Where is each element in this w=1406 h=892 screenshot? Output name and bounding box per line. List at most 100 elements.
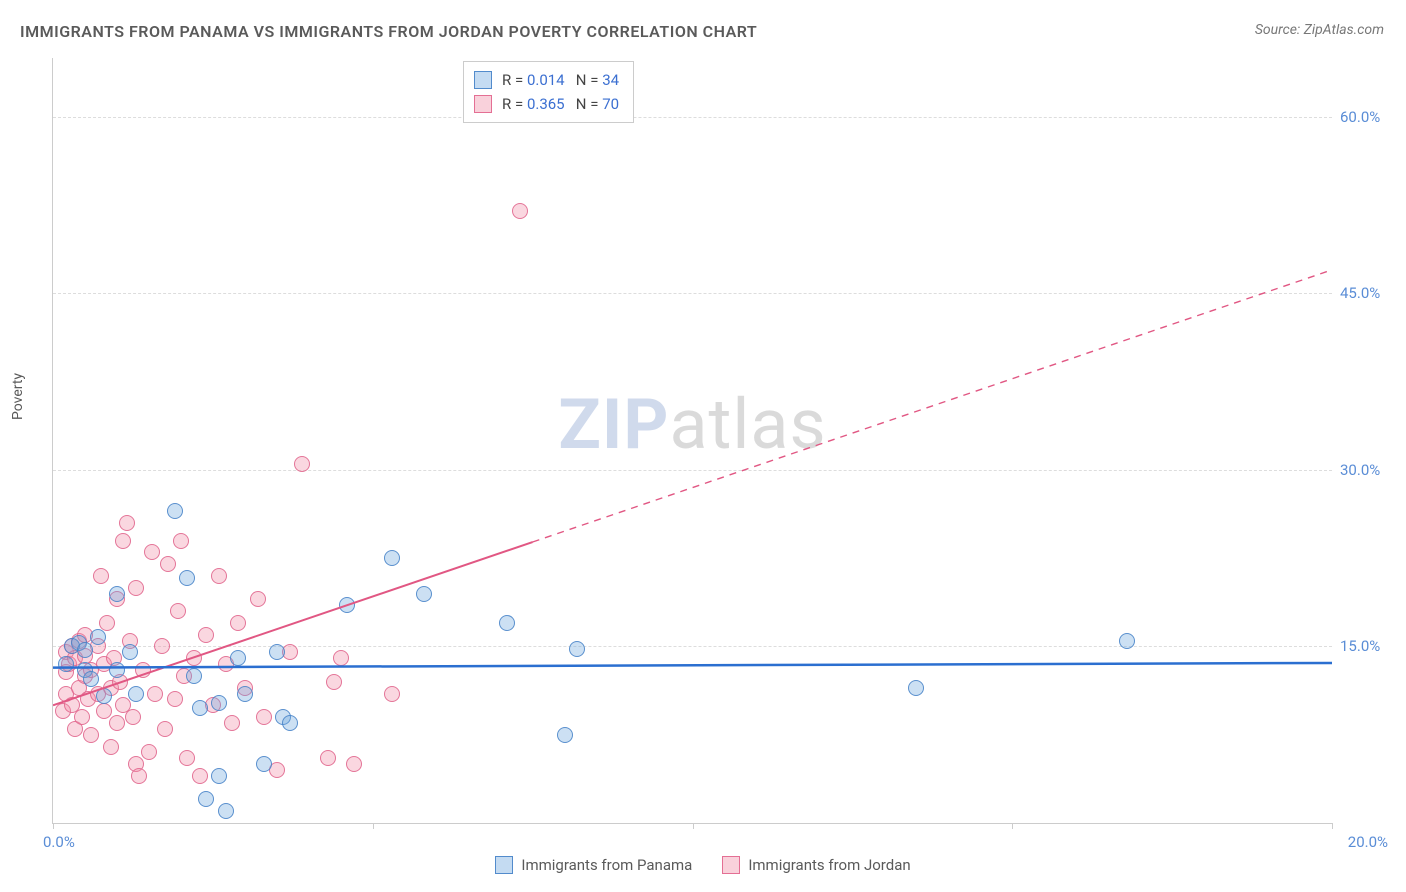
data-point-panama bbox=[256, 756, 272, 772]
data-point-jordan bbox=[198, 627, 214, 643]
gridline bbox=[53, 293, 1332, 294]
data-point-jordan bbox=[119, 515, 135, 531]
gridline bbox=[53, 470, 1332, 471]
stats-row-jordan: R = 0.365 N = 70 bbox=[474, 92, 619, 116]
data-point-jordan bbox=[192, 768, 208, 784]
watermark-zip: ZIP bbox=[558, 384, 669, 466]
data-point-panama bbox=[237, 686, 253, 702]
x-tick-label-min: 0.0% bbox=[43, 833, 75, 851]
y-tick-label: 15.0% bbox=[1340, 637, 1390, 655]
n-value-panama: 34 bbox=[602, 71, 619, 89]
x-tick bbox=[1012, 823, 1013, 829]
swatch-panama-icon bbox=[495, 856, 513, 874]
gridline bbox=[53, 117, 1332, 118]
data-point-jordan bbox=[128, 580, 144, 596]
swatch-jordan-icon bbox=[722, 856, 740, 874]
swatch-jordan-icon bbox=[474, 95, 492, 113]
data-point-jordan bbox=[250, 591, 266, 607]
data-point-jordan bbox=[230, 615, 246, 631]
data-point-jordan bbox=[83, 727, 99, 743]
data-point-panama bbox=[211, 695, 227, 711]
data-point-panama bbox=[109, 662, 125, 678]
trendline-dashed bbox=[533, 270, 1332, 542]
data-point-jordan bbox=[125, 709, 141, 725]
data-point-jordan bbox=[333, 650, 349, 666]
data-point-jordan bbox=[131, 768, 147, 784]
data-point-jordan bbox=[99, 615, 115, 631]
data-point-panama bbox=[339, 597, 355, 613]
data-point-jordan bbox=[346, 756, 362, 772]
data-point-panama bbox=[1119, 633, 1135, 649]
x-tick bbox=[53, 823, 54, 829]
chart-title: IMMIGRANTS FROM PANAMA VS IMMIGRANTS FRO… bbox=[20, 22, 757, 41]
x-tick-label-max: 20.0% bbox=[1348, 833, 1388, 851]
data-point-panama bbox=[218, 803, 234, 819]
legend-item-jordan: Immigrants from Jordan bbox=[722, 856, 910, 874]
data-point-panama bbox=[186, 668, 202, 684]
data-point-panama bbox=[230, 650, 246, 666]
data-point-panama bbox=[128, 686, 144, 702]
y-tick-label: 30.0% bbox=[1340, 461, 1390, 479]
watermark: ZIPatlas bbox=[558, 384, 826, 466]
data-point-jordan bbox=[93, 568, 109, 584]
watermark-atlas: atlas bbox=[669, 384, 826, 466]
data-point-panama bbox=[198, 791, 214, 807]
data-point-jordan bbox=[147, 686, 163, 702]
n-label: N = bbox=[576, 71, 599, 89]
r-value-panama: 0.014 bbox=[527, 71, 565, 89]
data-point-panama bbox=[122, 644, 138, 660]
chart-container: IMMIGRANTS FROM PANAMA VS IMMIGRANTS FRO… bbox=[0, 0, 1406, 892]
data-point-jordan bbox=[179, 750, 195, 766]
data-point-panama bbox=[179, 570, 195, 586]
data-point-panama bbox=[569, 641, 585, 657]
data-point-jordan bbox=[103, 739, 119, 755]
data-point-panama bbox=[557, 727, 573, 743]
data-point-jordan bbox=[512, 203, 528, 219]
data-point-jordan bbox=[326, 674, 342, 690]
data-point-panama bbox=[416, 586, 432, 602]
data-point-jordan bbox=[173, 533, 189, 549]
data-point-jordan bbox=[157, 721, 173, 737]
x-tick bbox=[693, 823, 694, 829]
y-axis-label: Poverty bbox=[10, 373, 26, 420]
swatch-panama-icon bbox=[474, 71, 492, 89]
r-label: R = bbox=[502, 71, 523, 89]
gridline bbox=[53, 646, 1332, 647]
stats-row-panama: R = 0.014 N = 34 bbox=[474, 68, 619, 92]
n-label: N = bbox=[576, 95, 599, 113]
r-label: R = bbox=[502, 95, 523, 113]
data-point-jordan bbox=[74, 709, 90, 725]
n-value-jordan: 70 bbox=[602, 95, 619, 113]
data-point-jordan bbox=[224, 715, 240, 731]
data-point-panama bbox=[282, 715, 298, 731]
x-tick bbox=[373, 823, 374, 829]
data-point-jordan bbox=[144, 544, 160, 560]
data-point-jordan bbox=[154, 638, 170, 654]
data-point-jordan bbox=[170, 603, 186, 619]
data-point-jordan bbox=[96, 703, 112, 719]
data-point-panama bbox=[192, 700, 208, 716]
legend-item-panama: Immigrants from Panama bbox=[495, 856, 692, 874]
data-point-panama bbox=[908, 680, 924, 696]
x-tick bbox=[1332, 823, 1333, 829]
data-point-panama bbox=[58, 656, 74, 672]
data-point-panama bbox=[211, 768, 227, 784]
trendlines-svg bbox=[53, 58, 1332, 823]
data-point-jordan bbox=[211, 568, 227, 584]
data-point-panama bbox=[109, 586, 125, 602]
data-point-jordan bbox=[186, 650, 202, 666]
y-tick-label: 45.0% bbox=[1340, 284, 1390, 302]
data-point-jordan bbox=[109, 715, 125, 731]
data-point-jordan bbox=[256, 709, 272, 725]
data-point-jordan bbox=[320, 750, 336, 766]
bottom-legend: Immigrants from Panama Immigrants from J… bbox=[0, 856, 1406, 874]
data-point-jordan bbox=[141, 744, 157, 760]
data-point-jordan bbox=[160, 556, 176, 572]
data-point-panama bbox=[499, 615, 515, 631]
stats-box: R = 0.014 N = 34 R = 0.365 N = 70 bbox=[463, 61, 634, 123]
data-point-panama bbox=[384, 550, 400, 566]
plot-area: ZIPatlas 15.0%30.0%45.0%60.0% 0.0% 20.0%… bbox=[52, 58, 1332, 824]
trendline-solid bbox=[53, 663, 1332, 668]
data-point-panama bbox=[77, 642, 93, 658]
r-value-jordan: 0.365 bbox=[527, 95, 565, 113]
